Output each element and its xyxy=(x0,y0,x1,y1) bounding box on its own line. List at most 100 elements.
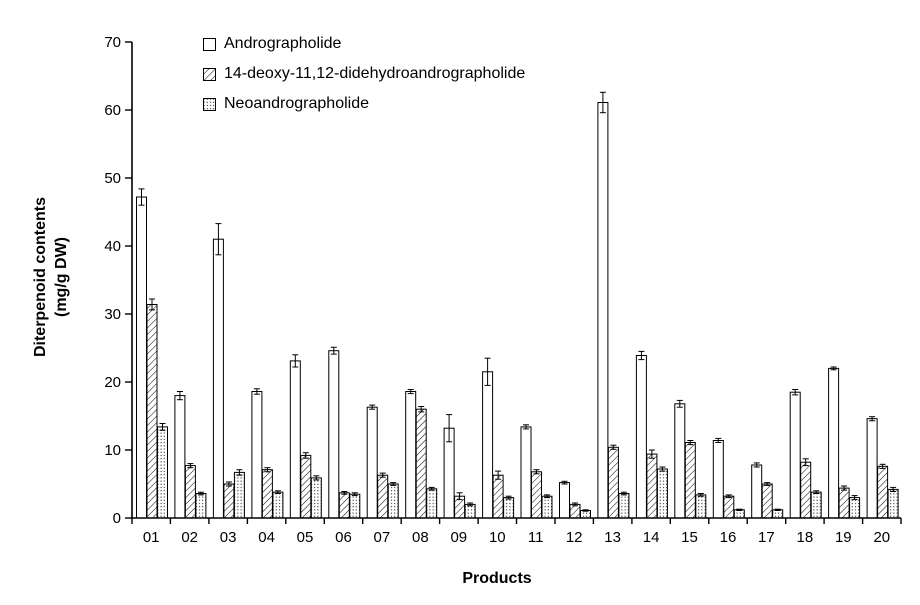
error-bar xyxy=(187,463,194,469)
error-bar xyxy=(253,388,260,395)
bar-series2-product17 xyxy=(761,483,773,519)
y-axis-title-line2: (mg/g DW) xyxy=(53,237,70,317)
bar-series3-product18 xyxy=(810,491,822,519)
y-axis-title-line1: Diterpenoid contents xyxy=(32,197,49,358)
x-tick-label: 05 xyxy=(297,529,314,546)
legend-label-neoandrographolide: Neoandrographolide xyxy=(224,95,369,112)
bar-series1-product05 xyxy=(289,360,301,519)
error-bar xyxy=(292,354,299,368)
error-bar xyxy=(495,470,502,480)
bar-series1-product12 xyxy=(559,482,570,519)
x-tick-label: 17 xyxy=(758,529,775,546)
bar-series3-product05 xyxy=(310,477,322,519)
bar-series2-product02 xyxy=(184,465,196,519)
bar-series2-product08 xyxy=(415,408,427,519)
bar-series3-product09 xyxy=(464,503,476,519)
bar-series1-product04 xyxy=(251,391,263,519)
bar-series3-product02 xyxy=(195,493,207,519)
bar-series3-product14 xyxy=(656,468,668,519)
y-tick-label: 30 xyxy=(104,306,121,323)
x-tick-label: 18 xyxy=(797,529,814,546)
error-bar xyxy=(687,440,694,446)
error-bar xyxy=(484,357,491,386)
error-bar xyxy=(264,467,271,473)
bar-series1-product14 xyxy=(635,355,647,519)
legend-swatch-white-icon xyxy=(203,37,216,51)
bar-series1-product11 xyxy=(520,426,532,519)
error-bar xyxy=(638,350,645,361)
error-bar xyxy=(313,475,320,481)
y-tick-label: 40 xyxy=(104,238,121,255)
bar-series2-product03 xyxy=(223,483,235,519)
bar-series3-product01 xyxy=(157,426,168,519)
error-bar xyxy=(620,491,627,496)
x-tick-label: 03 xyxy=(220,529,237,546)
error-bar xyxy=(533,469,540,475)
bar-series2-product12 xyxy=(569,503,581,519)
error-bar xyxy=(582,509,589,512)
error-bar xyxy=(851,495,858,501)
bar-series1-product06 xyxy=(328,350,340,519)
error-bar xyxy=(736,508,743,511)
error-bar xyxy=(446,414,453,443)
error-bar xyxy=(225,481,232,487)
legend-item-neoandrographolide: Neoandrographolide xyxy=(203,89,525,119)
y-tick-label: 70 xyxy=(104,34,121,51)
error-bar xyxy=(599,91,606,114)
x-tick-label: 04 xyxy=(258,529,275,546)
x-tick-label: 12 xyxy=(566,529,583,546)
x-tick-label: 10 xyxy=(489,529,506,546)
bar-series2-product15 xyxy=(684,442,696,519)
legend-swatch-dots-icon xyxy=(203,97,216,111)
bar-series1-product20 xyxy=(866,418,878,519)
bar-series2-product16 xyxy=(723,495,735,519)
x-axis-title: Products xyxy=(462,570,532,587)
bar-series3-product10 xyxy=(503,497,515,519)
error-bar xyxy=(330,346,337,355)
error-bar xyxy=(572,502,578,507)
y-tick-label: 0 xyxy=(113,510,121,527)
error-bar xyxy=(561,480,568,485)
x-tick-label: 15 xyxy=(681,529,698,546)
x-tick-label: 16 xyxy=(720,529,737,546)
bar-series2-product10 xyxy=(492,474,504,519)
bar-series1-product08 xyxy=(405,391,417,519)
bar-series3-product06 xyxy=(349,493,361,519)
error-bar xyxy=(351,492,358,497)
error-bar xyxy=(676,399,683,408)
error-bar xyxy=(138,188,145,206)
bar-series2-product13 xyxy=(607,446,619,519)
bar-series2-product18 xyxy=(800,461,812,519)
error-bar xyxy=(176,391,183,401)
error-bar xyxy=(390,482,397,486)
error-bar xyxy=(505,495,512,500)
error-bar xyxy=(379,472,386,478)
error-bar xyxy=(159,423,166,431)
error-bar xyxy=(774,508,781,511)
x-tick-label: 09 xyxy=(450,529,467,546)
bar-series3-product20 xyxy=(887,488,899,519)
x-tick-label: 02 xyxy=(181,529,198,546)
error-bar xyxy=(792,389,799,396)
error-bar xyxy=(753,462,760,468)
error-bar xyxy=(544,494,550,499)
error-bar xyxy=(659,466,666,472)
error-bar xyxy=(879,463,886,469)
bar-series2-product05 xyxy=(300,454,312,519)
y-tick-label: 60 xyxy=(104,102,121,119)
x-tick-label: 20 xyxy=(873,529,890,546)
error-bar xyxy=(236,469,243,476)
bar-series3-product15 xyxy=(695,494,707,519)
y-axis-title: Diterpenoid contents (mg/g DW) xyxy=(30,157,74,397)
bar-series3-product07 xyxy=(387,483,399,519)
bar-series3-product17 xyxy=(772,509,784,519)
error-bar xyxy=(725,494,732,499)
error-bar xyxy=(215,223,222,256)
error-bar xyxy=(456,492,463,501)
bar-series1-product01 xyxy=(136,196,147,519)
error-bar xyxy=(302,452,309,459)
error-bar xyxy=(764,482,771,486)
x-tick-label: 08 xyxy=(412,529,429,546)
bar-series3-product13 xyxy=(618,493,630,519)
